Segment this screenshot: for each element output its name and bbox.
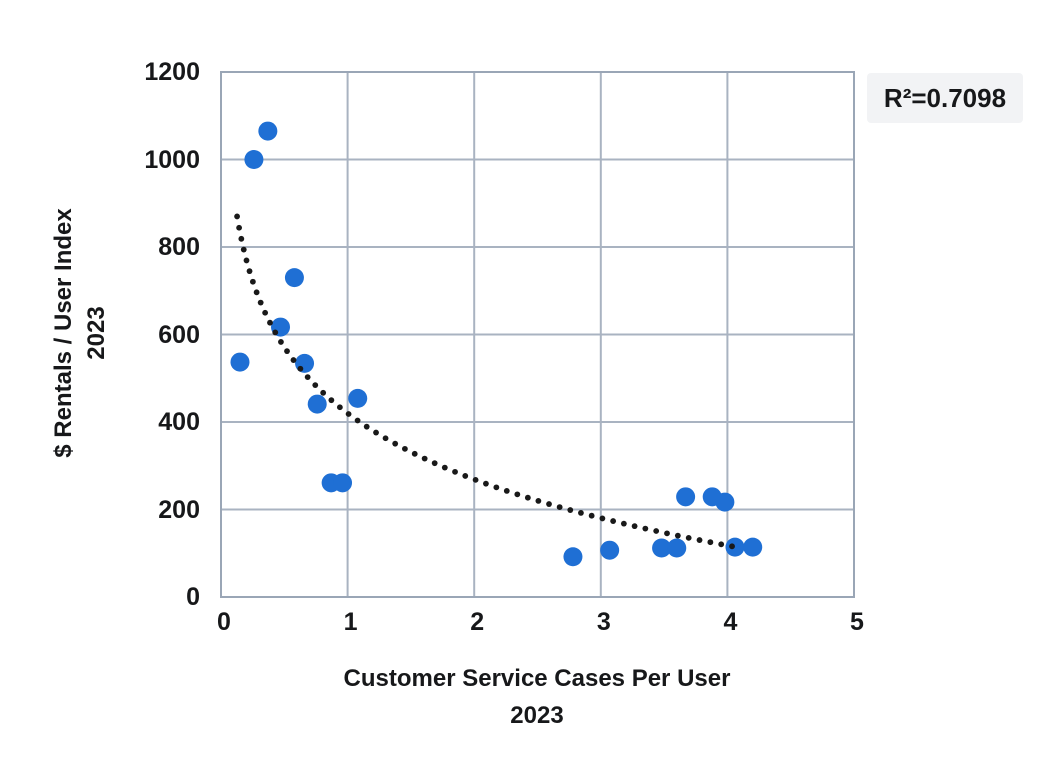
trendline-dot — [246, 268, 253, 275]
data-point — [725, 537, 745, 557]
trendline-dot — [236, 224, 243, 231]
trendline-dot — [599, 515, 606, 522]
trendline-dot — [411, 450, 418, 457]
trendline-dot — [257, 299, 264, 306]
trendline-dot — [514, 491, 521, 498]
x-axis-title-line2: 2023 — [510, 702, 564, 729]
trendline-dot — [535, 498, 542, 504]
trendline-dot — [664, 530, 670, 537]
y-axis-title-line2: 2023 — [83, 306, 110, 360]
trendline-dot — [620, 520, 627, 527]
trendline-dot — [363, 423, 370, 430]
trendline-dot — [345, 411, 352, 417]
y-axis-title: $ Rentals / User Index 2023 — [47, 133, 113, 533]
y-tick-label: 400 — [158, 408, 200, 436]
y-tick-label: 800 — [158, 233, 200, 261]
trendline-dot — [328, 397, 335, 404]
trendline-dot — [373, 429, 379, 436]
data-point — [715, 492, 735, 512]
y-tick-label: 600 — [158, 320, 200, 349]
trendline-dot — [278, 339, 284, 345]
y-tick-label: 200 — [158, 495, 200, 524]
data-point — [333, 473, 353, 493]
x-axis-title-line1: Customer Service Cases Per User — [343, 665, 731, 692]
trendline-dot — [336, 404, 343, 411]
trendline-dot — [240, 246, 247, 253]
trendline-dot — [421, 455, 428, 462]
trendline-dot — [238, 235, 245, 242]
data-point — [743, 537, 763, 557]
trendline-dot — [262, 309, 269, 316]
trendline-dot — [249, 278, 256, 285]
trendline-dot — [320, 389, 327, 396]
trendline-dot — [588, 512, 595, 519]
plot-border — [220, 71, 855, 598]
x-tick-label: 5 — [850, 608, 864, 636]
trendline-dot — [312, 382, 319, 389]
trendline-dot — [401, 445, 408, 452]
trendline-dot — [524, 494, 531, 501]
x-tick-label: 2 — [470, 608, 485, 636]
trendline-dot — [642, 525, 649, 532]
trendline-dot — [272, 329, 279, 336]
trendline-dot — [253, 289, 260, 296]
trendline-dot — [354, 417, 361, 424]
r-squared-annotation: R²=0.7098 — [867, 73, 1023, 123]
trendline-dot — [267, 319, 273, 326]
trendline-dot — [284, 348, 290, 355]
data-point — [284, 268, 304, 288]
r-squared-text: R²=0.7098 — [883, 82, 1007, 113]
trendline-dot — [472, 476, 479, 483]
x-axis-title: Customer Service Cases Per User 2023 — [237, 660, 837, 734]
trendline-dot — [382, 435, 389, 442]
trendline-dot — [483, 480, 489, 487]
trendline-dot — [718, 541, 725, 548]
trendline-dot — [234, 213, 240, 220]
data-point — [230, 352, 250, 372]
trendline-dot — [567, 507, 574, 513]
x-tick-label: 0 — [217, 608, 231, 636]
trendline-dot — [243, 257, 250, 264]
data-point — [307, 394, 327, 414]
y-tick-label: 0 — [186, 583, 200, 611]
x-tick-label: 3 — [596, 608, 611, 636]
y-axis-title-line1: $ Rentals / User Index — [50, 208, 77, 458]
trendline-dot — [653, 528, 660, 534]
y-tick-label: 1200 — [144, 58, 200, 86]
trendline-dot — [452, 468, 458, 475]
trendline-dot — [493, 484, 500, 491]
trendline-dot — [578, 510, 584, 516]
trendline-dot — [729, 543, 735, 550]
x-tick-label: 1 — [343, 608, 358, 636]
trendline-dot — [431, 460, 438, 467]
data-point — [652, 538, 672, 558]
trendline-dot — [707, 539, 714, 546]
data-point — [667, 538, 687, 558]
trendline-dot — [462, 473, 469, 479]
trendline-dot — [297, 365, 304, 372]
x-tick-label: 4 — [723, 608, 738, 636]
trendline-dot — [304, 374, 311, 381]
trendline-dot — [392, 440, 399, 447]
trendline-dot — [556, 504, 563, 510]
trendline-dot — [696, 537, 703, 543]
data-point — [258, 121, 278, 141]
data-point — [348, 388, 368, 408]
trendline-dot — [685, 534, 692, 541]
data-point — [676, 487, 696, 507]
trendline-dot — [546, 501, 552, 507]
trendline-dot — [290, 357, 297, 363]
trendline-dot — [674, 532, 681, 539]
trendline-dot — [503, 488, 510, 494]
trendline-dot — [631, 523, 638, 530]
data-point — [244, 150, 264, 169]
y-tick-label: 1000 — [144, 145, 200, 174]
trendline-dot — [610, 518, 617, 524]
data-point — [563, 547, 583, 567]
trendline-dot — [441, 464, 448, 471]
data-point — [600, 540, 620, 560]
